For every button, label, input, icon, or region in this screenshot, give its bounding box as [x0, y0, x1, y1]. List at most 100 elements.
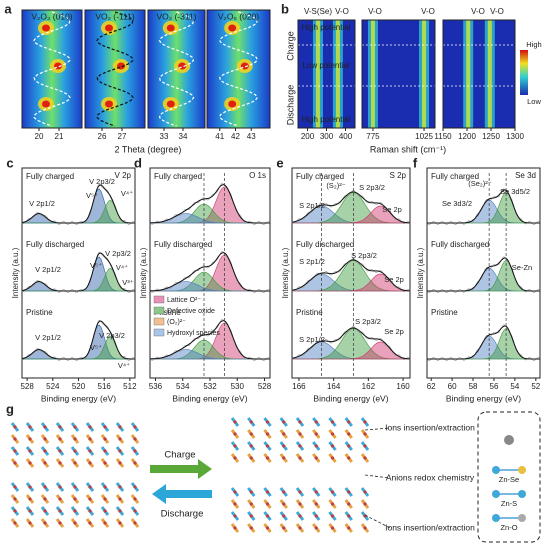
- state-label: Fully discharged: [296, 240, 354, 249]
- x-tick-label: 534: [176, 382, 190, 391]
- atom: [28, 509, 32, 513]
- hotspot: [42, 24, 50, 32]
- atom: [28, 449, 32, 453]
- atom: [73, 485, 77, 489]
- colorbar-label: High: [526, 40, 541, 49]
- atom: [88, 425, 92, 429]
- trace: [33, 11, 71, 127]
- panel-label: b: [281, 1, 289, 16]
- x-tick-label: 160: [396, 382, 410, 391]
- hotspot: [105, 24, 113, 32]
- band: [315, 20, 320, 128]
- atom: [233, 456, 237, 460]
- heatmap: [443, 20, 515, 128]
- x-tick-label: 54: [510, 382, 519, 391]
- component: [427, 335, 540, 360]
- subplot-title: VO₂ (-111): [95, 11, 135, 21]
- peak-label: V⁴⁺: [118, 361, 130, 370]
- atom: [265, 420, 270, 424]
- colorbar: [520, 50, 528, 95]
- atom: [314, 444, 318, 448]
- atom: [282, 490, 286, 494]
- atom: [330, 490, 335, 494]
- atom: [58, 437, 62, 441]
- state-label: Fully charged: [154, 172, 202, 181]
- state-label: Pristine: [431, 308, 458, 317]
- atom: [28, 461, 32, 465]
- atom: [103, 497, 107, 501]
- peak-label: (Se₂)²⁻: [468, 179, 492, 188]
- x-tick-label: 775: [366, 132, 380, 141]
- x-tick-label: 530: [231, 382, 245, 391]
- atom: [330, 502, 335, 506]
- atom: [233, 526, 237, 530]
- hotspot: [166, 24, 175, 32]
- x-tick-label: 60: [448, 382, 457, 391]
- legend-box: [477, 411, 541, 543]
- atom: [347, 490, 351, 494]
- x-tick-label: 62: [427, 382, 436, 391]
- atom: [363, 456, 367, 460]
- arrow: [150, 459, 212, 479]
- atom: [73, 449, 77, 453]
- peak-label: (S₂)²⁻: [326, 181, 345, 190]
- atom: [133, 449, 137, 453]
- legend-swatch: [153, 306, 165, 315]
- atom: [249, 456, 253, 460]
- band: [487, 20, 492, 128]
- panel-label: g: [6, 401, 14, 416]
- atom: [249, 490, 253, 494]
- atom: [233, 420, 237, 424]
- atom: [73, 461, 77, 465]
- atom: [43, 497, 47, 501]
- envelope: [21, 184, 135, 224]
- atom: [265, 456, 270, 460]
- atom: [73, 509, 77, 513]
- atom: [363, 490, 367, 494]
- atom: [347, 444, 351, 448]
- atom: [363, 526, 367, 530]
- peak-label: V⁴⁺: [121, 189, 133, 198]
- atom: [73, 497, 77, 501]
- trace: [96, 11, 134, 127]
- atom: [58, 509, 62, 513]
- x-axis-title: Binding energy (eV): [313, 393, 388, 403]
- state-label: Pristine: [154, 308, 181, 317]
- x-tick-label: 164: [327, 382, 341, 391]
- y-axis-title: Intensity (a.u.): [139, 247, 148, 298]
- atom: [73, 425, 77, 429]
- atom: [58, 425, 62, 429]
- atom: [88, 485, 92, 489]
- state-label: Fully discharged: [154, 240, 212, 249]
- hotspot: [105, 100, 113, 108]
- x-axis-title: Raman shift (cm⁻¹): [370, 144, 446, 154]
- atom: [265, 526, 270, 530]
- atom: [249, 432, 253, 436]
- legend-entry: (O₂)²⁻: [167, 319, 186, 326]
- x-tick-label: 56: [490, 382, 499, 391]
- callout: Ions insertion/extraction: [385, 522, 475, 532]
- atom: [298, 514, 302, 518]
- legend-swatch: [153, 295, 165, 304]
- atom: [43, 449, 47, 453]
- hotspot: [166, 100, 175, 108]
- atom: [13, 521, 17, 525]
- arrow-label: Discharge: [161, 509, 204, 520]
- atom: [282, 502, 286, 506]
- atom: [363, 444, 367, 448]
- atom: [88, 449, 92, 453]
- envelope: [291, 259, 411, 292]
- atom: [330, 432, 335, 436]
- atom: [58, 449, 62, 453]
- y-axis-title: Intensity (a.u.): [416, 247, 425, 298]
- atom: [330, 514, 335, 518]
- x-tick-label: 20: [35, 132, 44, 141]
- core-level: V 2p: [115, 171, 132, 180]
- x-tick-label: 166: [292, 382, 306, 391]
- atom: [13, 449, 17, 453]
- atom: [133, 497, 137, 501]
- frame: [21, 9, 83, 129]
- atom: [43, 461, 47, 465]
- legend-entry: Zn-Se: [499, 475, 519, 484]
- x-tick-label: 1200: [458, 132, 476, 141]
